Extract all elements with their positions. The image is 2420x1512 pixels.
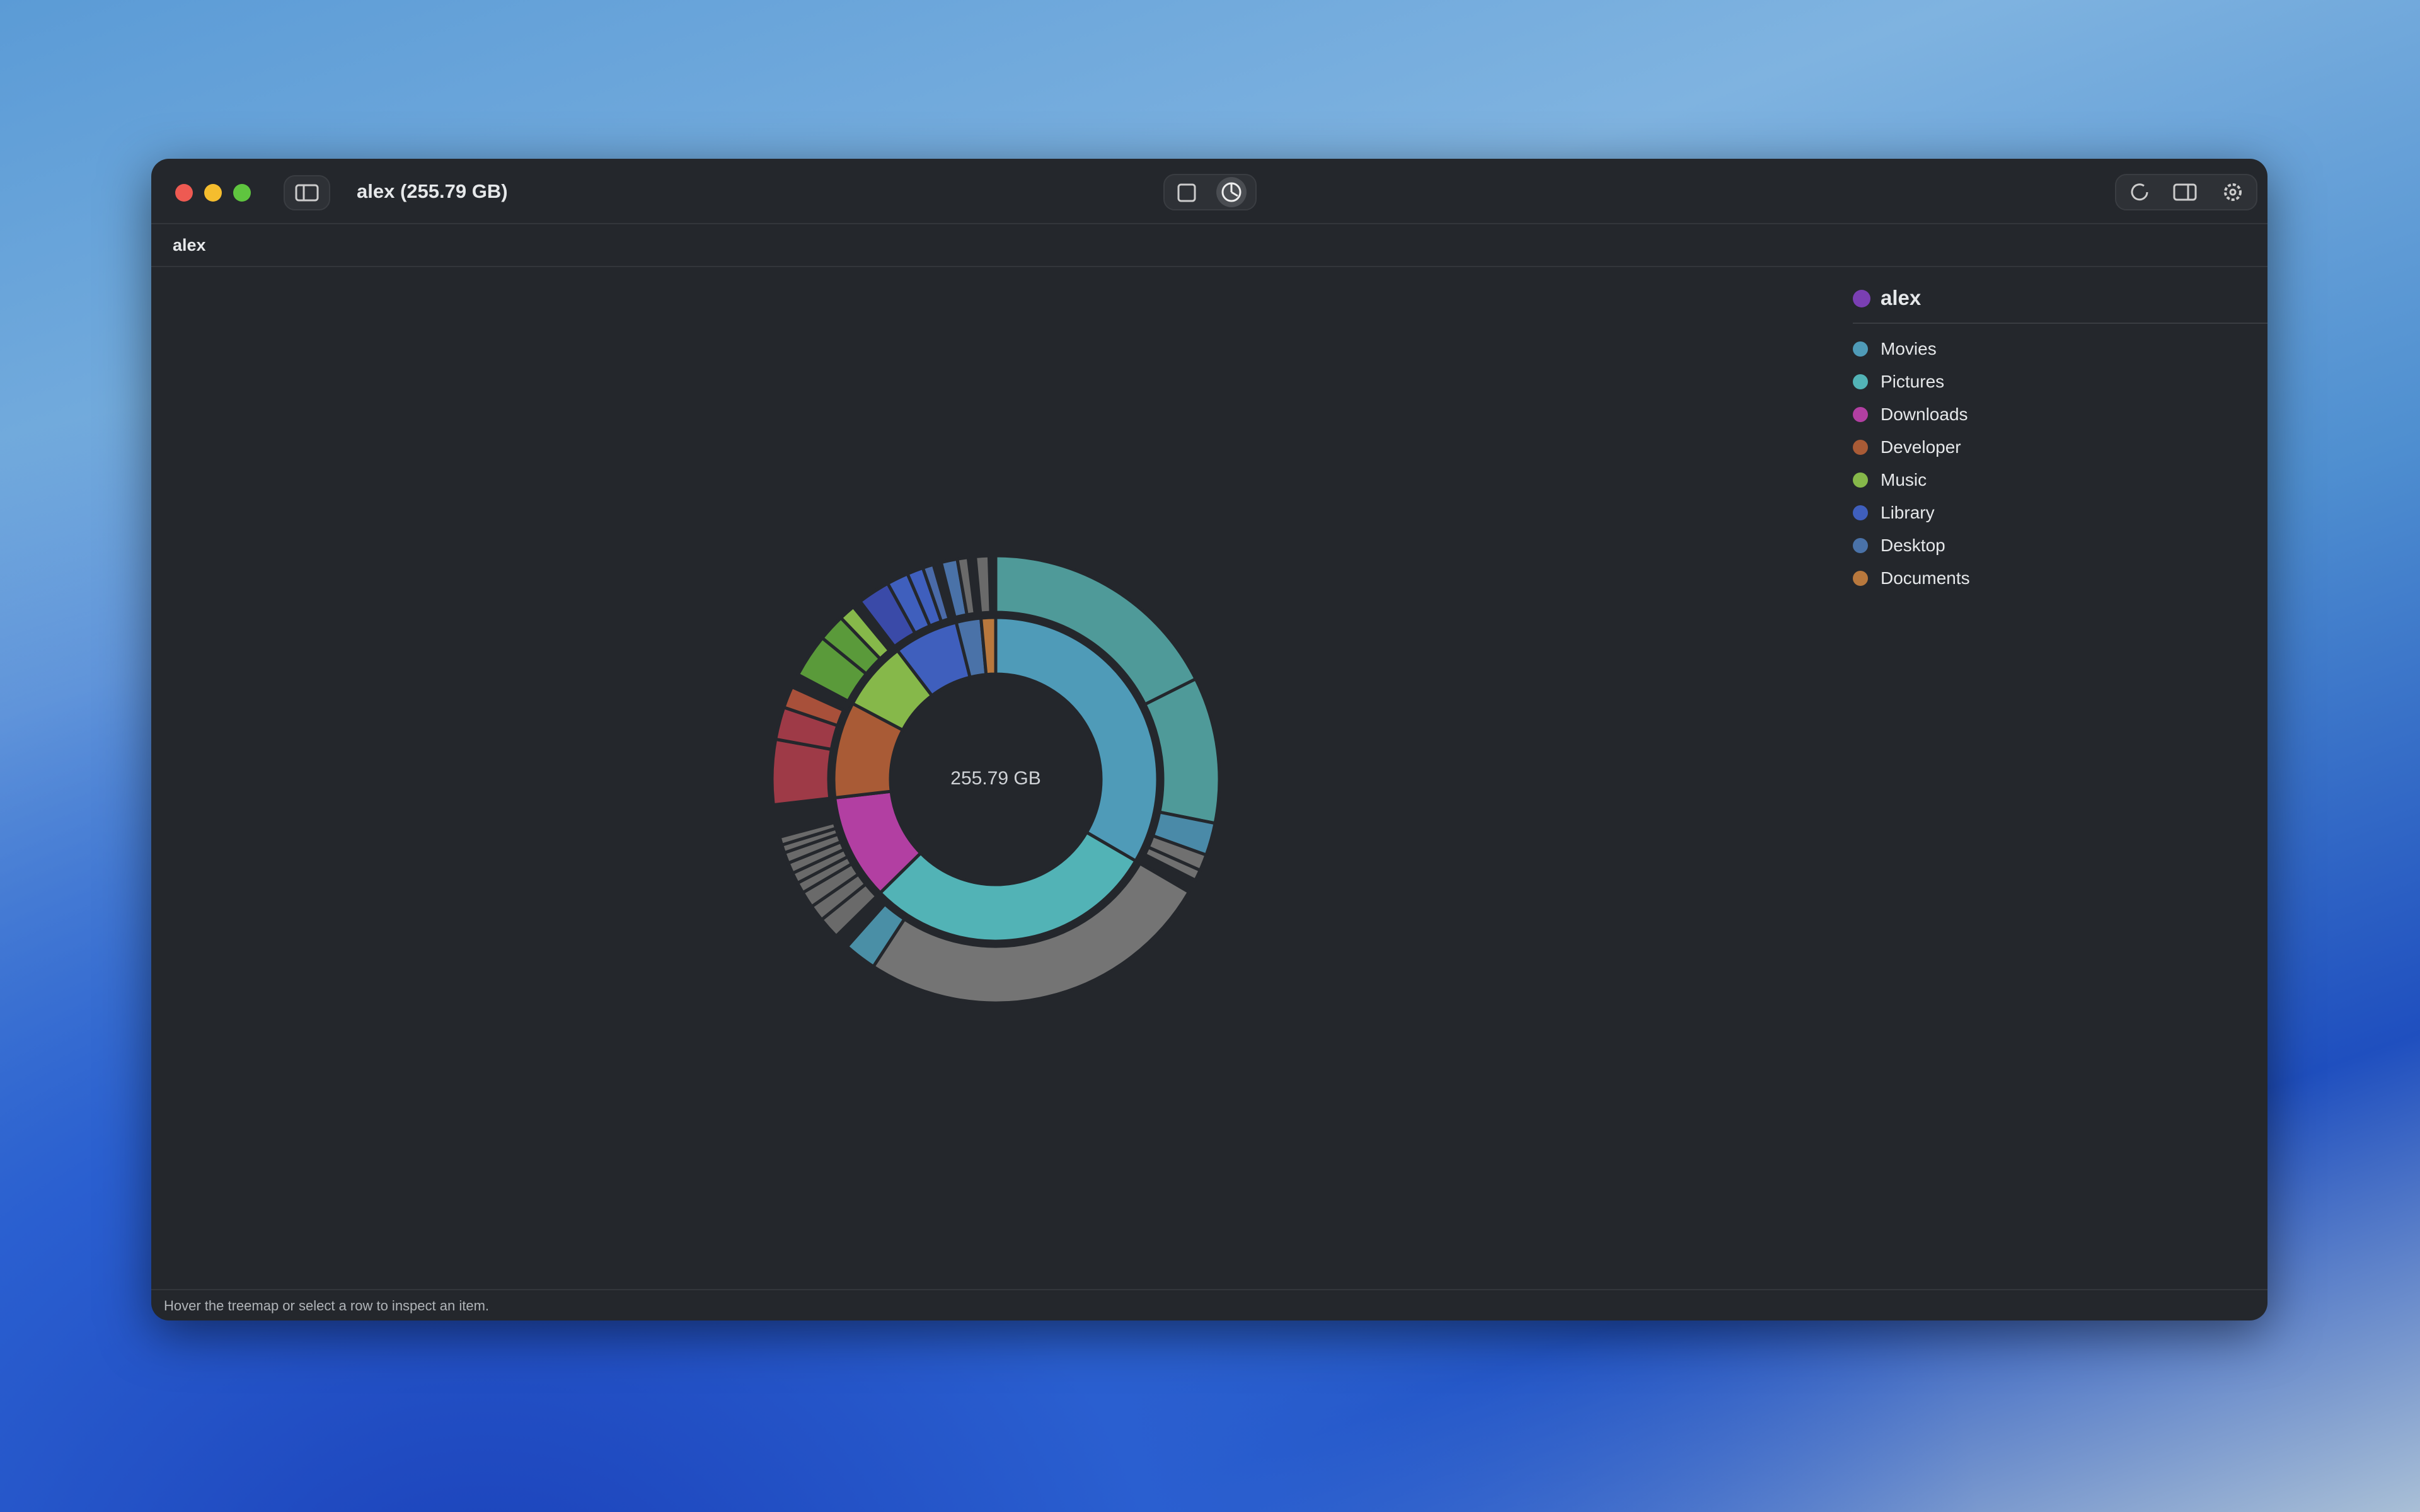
sunburst-child-segment — [1143, 845, 1202, 883]
view-switcher — [1163, 174, 1257, 210]
legend-name: Pictures — [1881, 372, 1945, 391]
legend-dot — [1853, 571, 1868, 586]
window-title: alex (255.79 GB) — [357, 180, 508, 202]
legend-row[interactable]: Music17.6 GB — [1853, 464, 2267, 496]
legend-dot — [1853, 407, 1868, 422]
sunburst-child-segment — [838, 604, 892, 662]
sunburst-child-segment — [777, 820, 838, 847]
minimize-button[interactable] — [204, 184, 222, 202]
breadcrumb-bar: alex — [151, 224, 2267, 267]
sunburst-child-segment — [955, 555, 977, 617]
app-window: alex (255.79 GB) alex 255.79 GB alex255.… — [151, 159, 2267, 1320]
sidebar-toggle[interactable] — [284, 175, 330, 210]
legend-row[interactable]: Desktop6.32 GB — [1853, 529, 2267, 562]
legend-dot — [1853, 290, 1870, 307]
status-text: Hover the treemap or select a row to ins… — [164, 1298, 490, 1314]
legend-dot — [1853, 505, 1868, 520]
legend-dot — [1853, 440, 1868, 455]
legend-separator — [1853, 323, 2267, 324]
legend-row[interactable]: Documents3.72 GB — [1853, 562, 2267, 595]
sunburst-child-segment — [781, 685, 846, 728]
legend-row[interactable]: Library16.47 GB — [1853, 496, 2267, 529]
sunburst-chart: 255.79 GB — [770, 554, 1221, 1005]
toolbar-actions — [2115, 174, 2257, 210]
legend-dot — [1853, 538, 1868, 553]
status-bar: Hover the treemap or select a row to ins… — [151, 1289, 2267, 1320]
legend-row[interactable]: Pictures74.76 GB — [1853, 365, 2267, 398]
legend-dot — [1853, 472, 1868, 488]
sunburst-child-segment — [844, 902, 907, 969]
legend-name: alex — [1881, 286, 1922, 309]
zoom-button[interactable] — [233, 184, 251, 202]
sunburst-child-segment — [871, 861, 1192, 1005]
breadcrumb[interactable]: alex — [173, 236, 206, 255]
legend-name: Developer — [1881, 437, 1961, 457]
sunburst-child-segment — [973, 554, 993, 615]
center-label: 255.79 GB — [950, 768, 1040, 789]
treemap-view[interactable] — [1177, 183, 1196, 202]
refresh-button[interactable] — [2131, 183, 2148, 201]
legend-dot — [1853, 341, 1868, 357]
inspector-toggle[interactable] — [2173, 183, 2197, 201]
legend-name: Documents — [1881, 568, 1970, 588]
sunburst-segment — [979, 616, 998, 677]
legend-row[interactable]: Downloads26.97 GB — [1853, 398, 2267, 431]
sunburst-segment — [878, 830, 1138, 943]
legend-name: Desktop — [1881, 536, 1945, 555]
settings-button[interactable] — [2224, 183, 2242, 201]
sunburst-segment — [994, 616, 1160, 863]
legend-row[interactable]: Movies85.45 GB — [1853, 333, 2267, 365]
legend-name: Library — [1881, 503, 1935, 522]
legend-dot — [1853, 374, 1868, 389]
legend-name: Movies — [1881, 339, 1937, 358]
close-button[interactable] — [175, 184, 193, 202]
title-bar: alex (255.79 GB) — [151, 159, 2267, 224]
legend-row[interactable]: Developer24.5 GB — [1853, 431, 2267, 464]
legend-name: Downloads — [1881, 404, 1968, 424]
sunburst-child-segment — [921, 562, 952, 624]
legend-name: Music — [1881, 470, 1927, 490]
